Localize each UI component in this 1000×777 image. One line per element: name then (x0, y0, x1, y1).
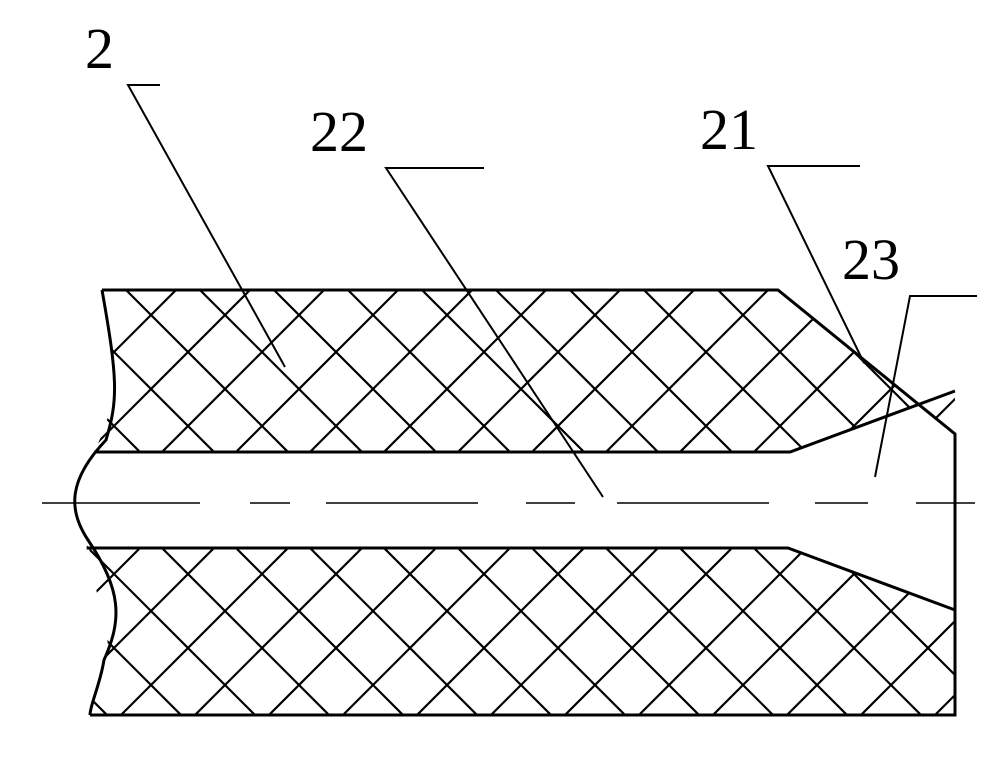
bore-line-upper (94, 391, 955, 452)
label-2: 2 (85, 15, 114, 82)
section-drawing (0, 0, 1000, 777)
crosshatch-top (0, 0, 1000, 777)
bore-line-lower (87, 548, 955, 610)
label-21: 21 (700, 96, 758, 163)
label-22: 22 (310, 98, 368, 165)
label-23: 23 (842, 226, 900, 293)
